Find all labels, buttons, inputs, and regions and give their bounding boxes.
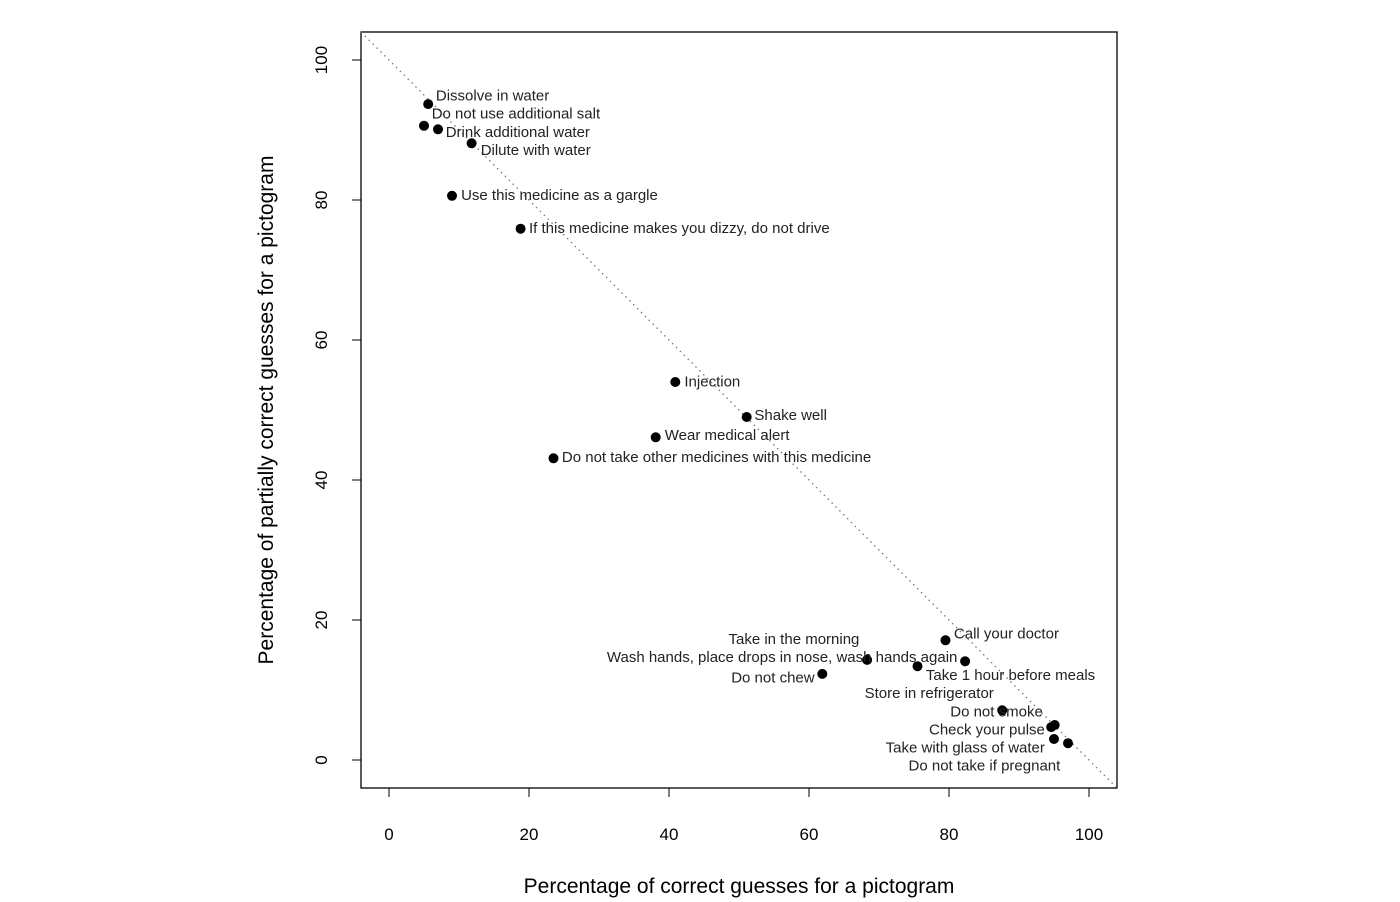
x-tick-label: 20 — [520, 825, 539, 844]
data-point — [433, 124, 443, 135]
data-point — [447, 190, 457, 201]
point-label: Dissolve in water — [436, 88, 549, 105]
point-label: Call your doctor — [954, 625, 1059, 642]
point-label: Store in refrigerator — [865, 685, 994, 702]
data-point — [741, 412, 752, 422]
point-label: Shake well — [754, 407, 827, 424]
x-tick-label: 60 — [800, 825, 819, 844]
x-tick-label: 40 — [660, 825, 679, 844]
point-label: If this medicine makes you dizzy, do not… — [529, 220, 830, 237]
data-point — [670, 377, 681, 387]
data-point — [960, 656, 971, 667]
x-tick-label: 0 — [384, 825, 393, 844]
point-label: Use this medicine as a gargle — [461, 187, 658, 204]
point-label: Do not chew — [731, 669, 815, 686]
y-axis-title: Percentage of partially correct guesses … — [255, 156, 278, 665]
point-label: Do not use additional salt — [432, 106, 601, 123]
x-axis-title: Percentage of correct guesses for a pict… — [524, 875, 955, 898]
point-label: Wear medical alert — [665, 427, 791, 444]
data-point — [515, 223, 526, 234]
point-label: Do not smoke — [950, 703, 1043, 720]
x-tick-label: 100 — [1075, 825, 1103, 844]
y-tick-label: 60 — [312, 331, 331, 350]
data-point — [466, 138, 477, 149]
y-tick-label: 0 — [312, 755, 331, 764]
x-tick-label: 80 — [940, 825, 959, 844]
reference-diagonal-line — [360, 31, 1118, 789]
y-tick-label: 40 — [312, 471, 331, 490]
data-point — [548, 453, 559, 464]
data-point — [912, 661, 923, 672]
point-label: Injection — [684, 373, 740, 390]
data-point — [1046, 722, 1057, 733]
point-label: Do not take if pregnant — [909, 758, 1062, 775]
x-axis: 0 20 40 60 80 100 — [384, 787, 1103, 844]
data-point — [650, 432, 661, 443]
y-axis: 0 20 40 60 80 100 — [312, 46, 362, 765]
point-label: Take in the morning — [728, 631, 859, 648]
data-point — [862, 654, 873, 665]
y-tick-label: 20 — [312, 611, 331, 630]
point-label: Dilute with water — [481, 142, 591, 159]
point-label: Drink additional water — [446, 124, 590, 141]
point-label: Check your pulse — [929, 722, 1045, 739]
data-point — [940, 635, 951, 646]
y-tick-label: 80 — [312, 191, 331, 210]
data-point — [817, 668, 828, 679]
y-tick-label: 100 — [312, 46, 331, 74]
data-point — [1049, 734, 1059, 744]
point-label: Take 1 hour before meals — [926, 667, 1095, 684]
data-point — [423, 99, 434, 110]
point-label: Do not take other medicines with this me… — [562, 449, 871, 466]
data-point — [419, 120, 429, 131]
point-label: Wash hands, place drops in nose, wash ha… — [607, 649, 958, 666]
data-point — [997, 705, 1008, 716]
point-label: Take with glass of water — [886, 740, 1045, 757]
data-point — [1063, 738, 1073, 749]
